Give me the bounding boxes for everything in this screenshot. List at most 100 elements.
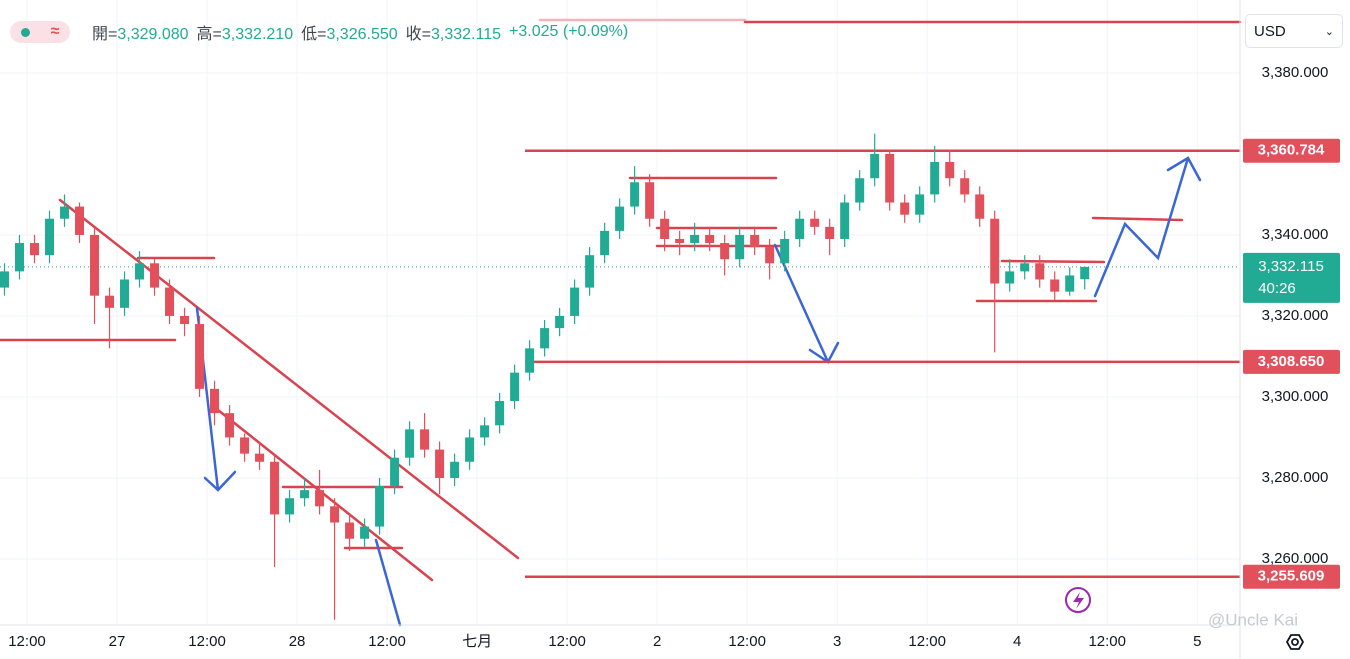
legend-label: 高= [196,26,222,43]
settings-icon[interactable] [1291,638,1299,646]
candle-body [510,372,520,402]
candle-body [180,315,190,325]
candle-body [795,218,805,239]
x-tick-label: 12:00 [8,633,46,650]
candle-body [975,194,985,219]
candle-body [555,315,565,329]
candle-body [705,234,715,244]
candle-body [360,526,370,539]
drawing-line [1091,216,1184,222]
candle-body [435,449,445,478]
grid [0,0,1240,625]
candle-body [645,182,655,219]
candle-body [495,401,505,426]
arrow-head [1166,156,1202,182]
candle-body [945,162,955,179]
currency-select[interactable]: USD ⌄ [1245,14,1343,48]
level-label: 3,308.650 [1258,353,1325,370]
watermark: @Uncle Kai [1208,610,1298,629]
candle-body [765,247,775,264]
icon [1065,587,1091,613]
x-tick-label: 28 [289,633,306,650]
legend-label: 收= [405,26,431,43]
legend-value: 3,332.210 [221,26,294,43]
candle-body [225,413,235,438]
legend-items: 開=3,329.080 高=3,332.210 低=3,326.550 收=3,332… [92,20,509,44]
candle-body [870,153,880,179]
candle-body [1005,271,1015,284]
candle-body [780,238,790,264]
settings-icon[interactable] [1285,634,1305,650]
x-tick-label: 12:00 [368,633,406,650]
candle-body [165,287,175,316]
candle-body [630,182,640,207]
legend-value: 3,326.550 [326,26,398,43]
candle-body [255,453,265,462]
candle-body [720,243,730,260]
candle-body [315,490,325,507]
icon-bolt [1073,592,1084,609]
candle-body [45,218,55,256]
level-badge [1243,349,1340,374]
trend-line [58,198,520,560]
candle-body [330,506,340,523]
y-tick-label: 3,280.000 [1262,469,1329,486]
candle-body [270,461,280,515]
candle-body [75,206,85,235]
candle-body [660,218,670,239]
level-badge [1243,564,1340,589]
y-tick-label: 3,340.000 [1262,226,1329,243]
legend-label: 開= [92,26,118,43]
candle-body [480,425,490,438]
candle-body [285,498,295,515]
candle-body [960,178,970,195]
candle-body [195,324,205,389]
candle-body [345,522,355,539]
trend-line [216,408,434,582]
last-price-badge [1243,252,1340,303]
candle-body [90,234,100,296]
candle-body [375,486,385,527]
symbol-badge[interactable]: ≈ [10,21,70,43]
arrow [1093,156,1190,298]
arrow [374,538,402,627]
candle-body [105,295,115,308]
candle-body [465,437,475,462]
candle-body [540,328,550,349]
x-tick-label: 12:00 [1088,633,1126,650]
x-tick-label: 27 [109,633,126,650]
candles [0,133,1090,620]
candle-body [600,230,610,256]
candle-body [855,178,865,203]
candle-body [825,226,835,239]
x-tick-label: 4 [1013,633,1021,650]
candle-body [585,255,595,288]
candle-body [135,263,145,280]
candle-body [30,243,40,256]
dropdown-arrow: ⌄ [1324,25,1334,38]
candle-body [690,234,700,244]
candle-body [900,202,910,215]
x-tick-label: 3 [833,633,841,650]
x-tick-label: 12:00 [548,633,586,650]
legend-value: 3,332.115 [431,26,501,43]
levels [0,149,1240,579]
x-tick-label: 12:00 [188,633,226,650]
candle-body [885,153,895,203]
currency: USD [1254,22,1286,40]
candle-body [570,287,580,316]
axes: 3,380.000 3,340.000 3,320.000 3,300.000 3,28… [8,64,1340,650]
candle-body [300,490,310,499]
candle-body [60,206,70,219]
level-label: 3,255.609 [1258,568,1325,585]
candle-body [240,437,250,454]
candle-body [930,162,940,195]
legend-label: 低= [301,26,327,43]
candle-body [750,234,760,248]
x-tick-label: 12:00 [728,633,766,650]
candle-body [990,218,1000,284]
settings-icon[interactable] [1285,634,1305,650]
candle-body [1050,279,1060,292]
